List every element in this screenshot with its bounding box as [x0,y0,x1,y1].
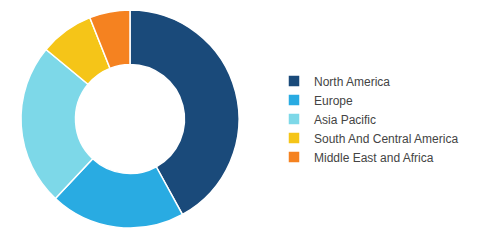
svg-text:South And Central America: South And Central America [314,132,458,146]
svg-text:North America: North America [314,75,390,89]
svg-text:Europe: Europe [314,94,353,108]
svg-text:Asia Pacific: Asia Pacific [314,113,376,127]
svg-text:Middle East and Africa: Middle East and Africa [314,151,434,165]
